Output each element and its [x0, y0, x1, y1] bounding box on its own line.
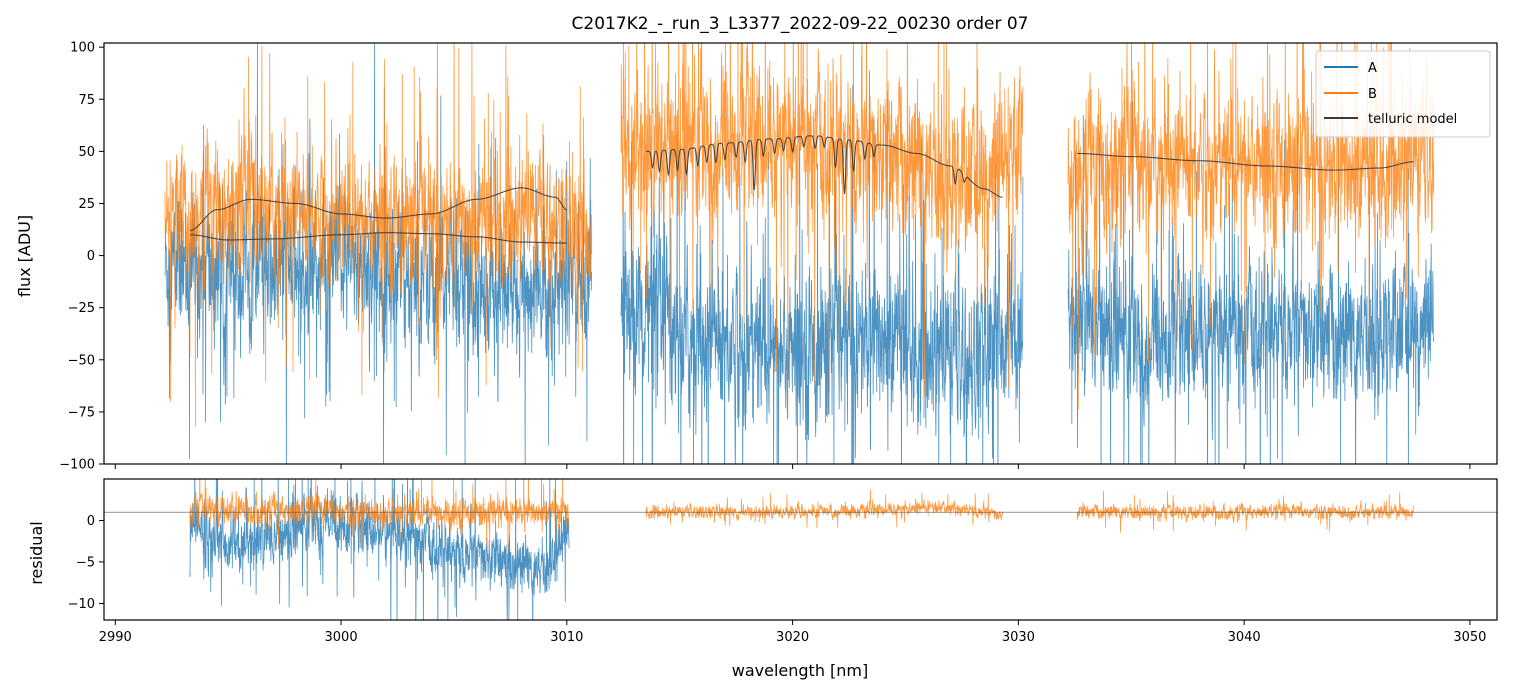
main-y-axis: −100 −75 −50 −25 0 25 50 75 100 [59, 41, 104, 473]
series-b-segment-1 [645, 489, 1003, 528]
series-b-segment-1 [620, 43, 1024, 418]
residual-axes-frame [103, 478, 1498, 621]
main-y-tick-label: 75 [78, 93, 95, 108]
residual-x-tick-label: 3020 [776, 630, 809, 645]
residual-y-tick-label: 0 [87, 514, 95, 529]
residual-x-tick-label: 3040 [1228, 630, 1261, 645]
legend-label-a: A [1368, 61, 1377, 76]
series-a-segment-2 [1067, 100, 1435, 464]
main-y-tick-label: 25 [78, 197, 95, 212]
series-telluric-model-curve-0 [189, 232, 567, 244]
series-b-segment-2 [1076, 490, 1414, 533]
main-panel: −100 −75 −50 −25 0 25 50 75 100 flux [ADU] [15, 41, 1498, 473]
main-y-tick-label: −25 [68, 301, 95, 316]
residual-x-tick-label: 2990 [99, 630, 132, 645]
chart-title: C2017K2_-_run_3_L3377_2022-09-22_00230 o… [572, 14, 1029, 34]
residual-x-axis: 2990 3000 3010 3020 3030 3040 3050 [99, 620, 1486, 645]
main-y-tick-label: 50 [78, 145, 95, 160]
main-y-tick-label: 100 [70, 41, 95, 56]
x-axis-label: wavelength [nm] [732, 661, 869, 680]
main-y-tick-label: 0 [87, 249, 95, 264]
main-x-axis [114, 464, 1471, 469]
residual-x-tick-label: 3030 [1002, 630, 1035, 645]
main-y-tick-label: −75 [68, 405, 95, 420]
residual-y-axis-label: residual [27, 521, 46, 584]
residual-y-tick-label: −10 [68, 597, 95, 612]
series-a-segment-0 [189, 479, 570, 620]
main-plot-area [164, 43, 1435, 464]
main-y-axis-label: flux [ADU] [15, 215, 34, 297]
legend-label-b: B [1368, 87, 1377, 102]
residual-panel: −10 −5 0 2990 3000 3010 3020 3030 3040 3050 resi… [27, 478, 1498, 680]
legend-label-telluric: telluric model [1368, 112, 1457, 127]
residual-x-tick-label: 3010 [550, 630, 583, 645]
residual-y-axis: −10 −5 0 [68, 514, 104, 612]
series-telluric-model-curve-2 [645, 135, 1003, 198]
main-y-tick-label: −100 [59, 458, 95, 473]
main-axes-frame [103, 42, 1498, 465]
series-telluric-model-curve-3 [1077, 152, 1414, 171]
legend-box [1315, 50, 1491, 138]
legend: A B telluric model [1315, 50, 1491, 138]
residual-x-tick-label: 3050 [1453, 630, 1486, 645]
residual-x-tick-label: 3000 [325, 630, 358, 645]
residual-y-tick-label: −5 [76, 555, 95, 570]
series-telluric-model-curve-1 [189, 187, 567, 232]
series-b-segment-0 [189, 479, 570, 553]
main-y-tick-label: −50 [68, 353, 95, 368]
residual-plot-area [104, 479, 1497, 620]
